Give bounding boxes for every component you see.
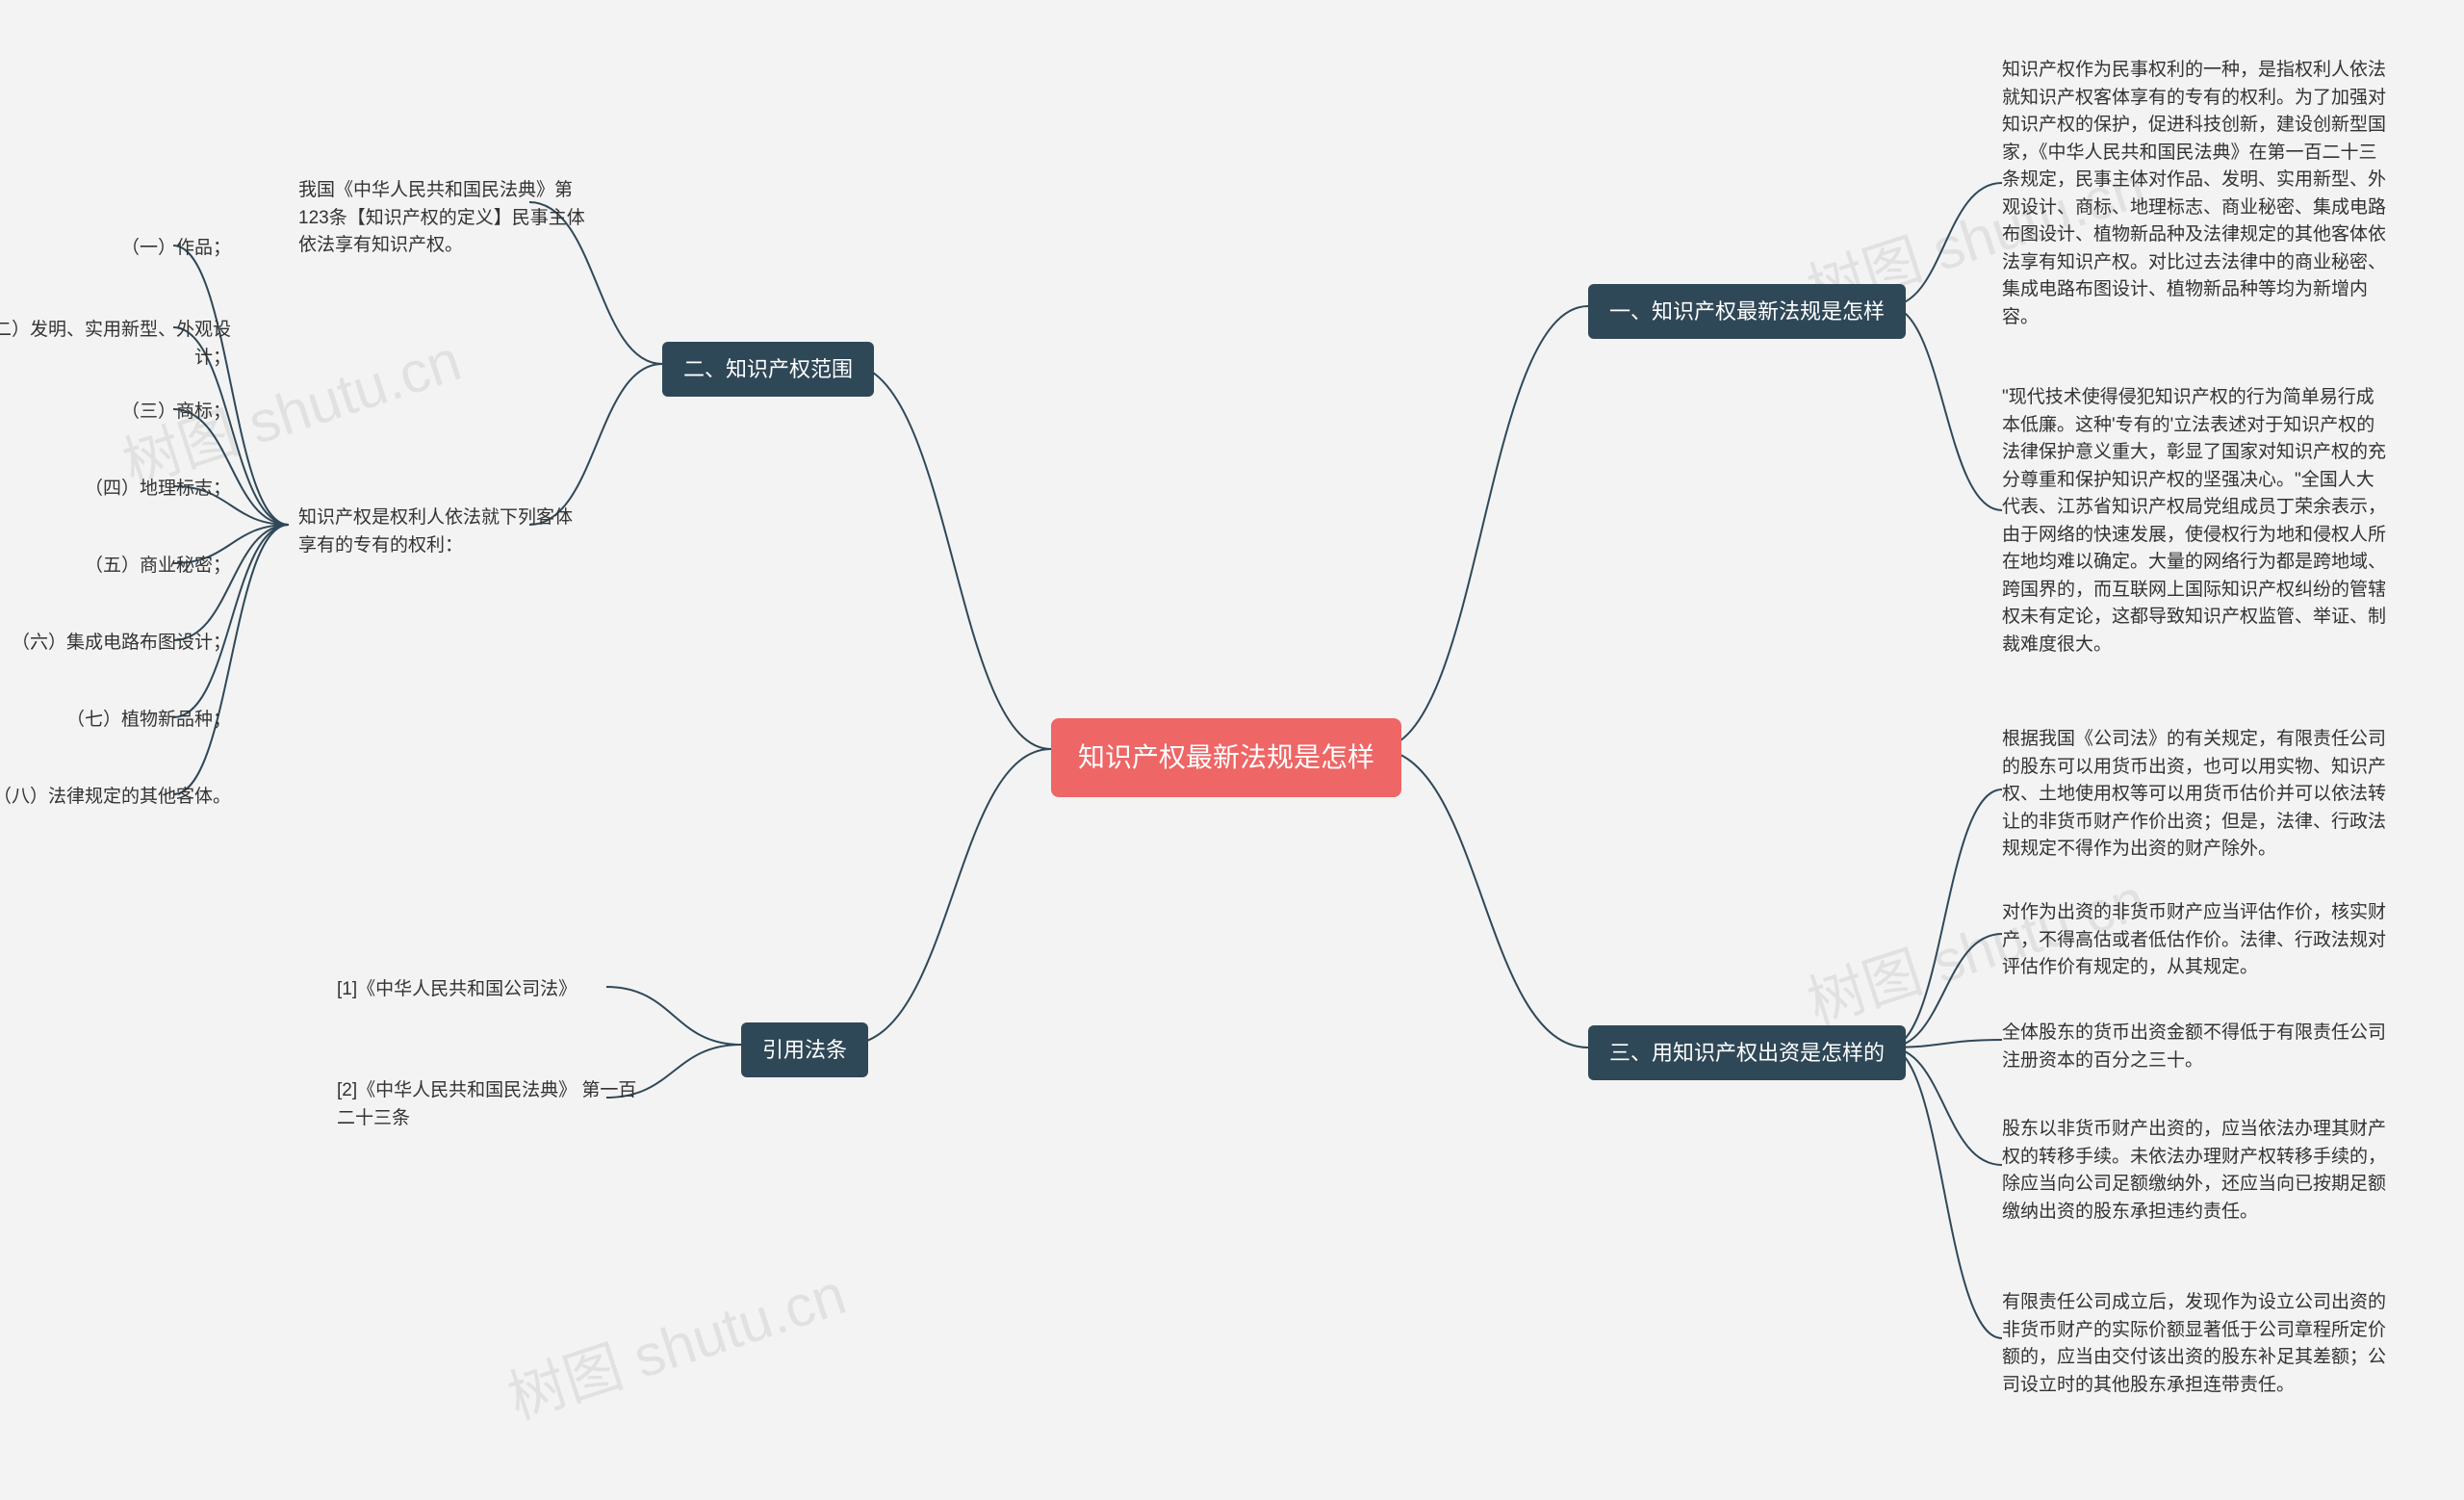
leaf-cite-1: [2]《中华人民共和国民法典》 第一百二十三条 bbox=[337, 1073, 645, 1136]
leaf-b3-2: 全体股东的货币出资金额不得低于有限责任公司注册资本的百分之三十。 bbox=[2002, 1016, 2387, 1078]
branch-b1: 一、知识产权最新法规是怎样 bbox=[1588, 284, 1906, 339]
leaf-cite-0: [1]《中华人民共和国公司法》 bbox=[337, 972, 577, 1008]
watermark: 树图 shutu.cn bbox=[496, 1248, 855, 1435]
leaf-b2-item-2: （三）商标； bbox=[58, 395, 231, 430]
leaf-b3-0: 根据我国《公司法》的有关规定，有限责任公司的股东可以用货币出资，也可以用实物、知… bbox=[2002, 722, 2387, 867]
branch-b3: 三、用知识产权出资是怎样的 bbox=[1588, 1025, 1906, 1080]
leaf-b2-item-4: （五）商业秘密； bbox=[38, 549, 231, 584]
leaf-b3-4: 有限责任公司成立后，发现作为设立公司出资的非货币财产的实际价额显著低于公司章程所… bbox=[2002, 1285, 2387, 1403]
root-node: 知识产权最新法规是怎样 bbox=[1051, 718, 1401, 797]
leaf-b2-item-5: （六）集成电路布图设计； bbox=[0, 626, 231, 661]
branch-b2: 二、知识产权范围 bbox=[662, 342, 874, 397]
leaf-b3-1: 对作为出资的非货币财产应当评估作价，核实财产，不得高估或者低估作价。法律、行政法… bbox=[2002, 895, 2387, 986]
leaf-b1-0: 知识产权作为民事权利的一种，是指权利人依法就知识产权客体享有的专有的权利。为了加… bbox=[2002, 53, 2387, 335]
leaf-b2-sub2-label: 知识产权是权利人依法就下列客体享有的专有的权利： bbox=[298, 501, 587, 563]
leaf-b2-item-1: （二）发明、实用新型、外观设计； bbox=[0, 313, 231, 375]
leaf-b2-item-7: （八）法律规定的其他客体。 bbox=[0, 780, 231, 815]
leaf-b1-1: "现代技术使得侵犯知识产权的行为简单易行成本低廉。这种'专有的'立法表述对于知识… bbox=[2002, 380, 2387, 662]
leaf-b2-sub1: 我国《中华人民共和国民法典》第123条【知识产权的定义】民事主体依法享有知识产权… bbox=[298, 173, 587, 264]
leaf-b2-item-3: （四）地理标志； bbox=[38, 472, 231, 507]
leaf-b3-3: 股东以非货币财产出资的，应当依法办理其财产权的转移手续。未依法办理财产权转移手续… bbox=[2002, 1112, 2387, 1229]
branch-cite: 引用法条 bbox=[741, 1022, 868, 1077]
leaf-b2-item-0: （一）作品； bbox=[58, 231, 231, 267]
leaf-b2-item-6: （七）植物新品种； bbox=[19, 703, 231, 738]
